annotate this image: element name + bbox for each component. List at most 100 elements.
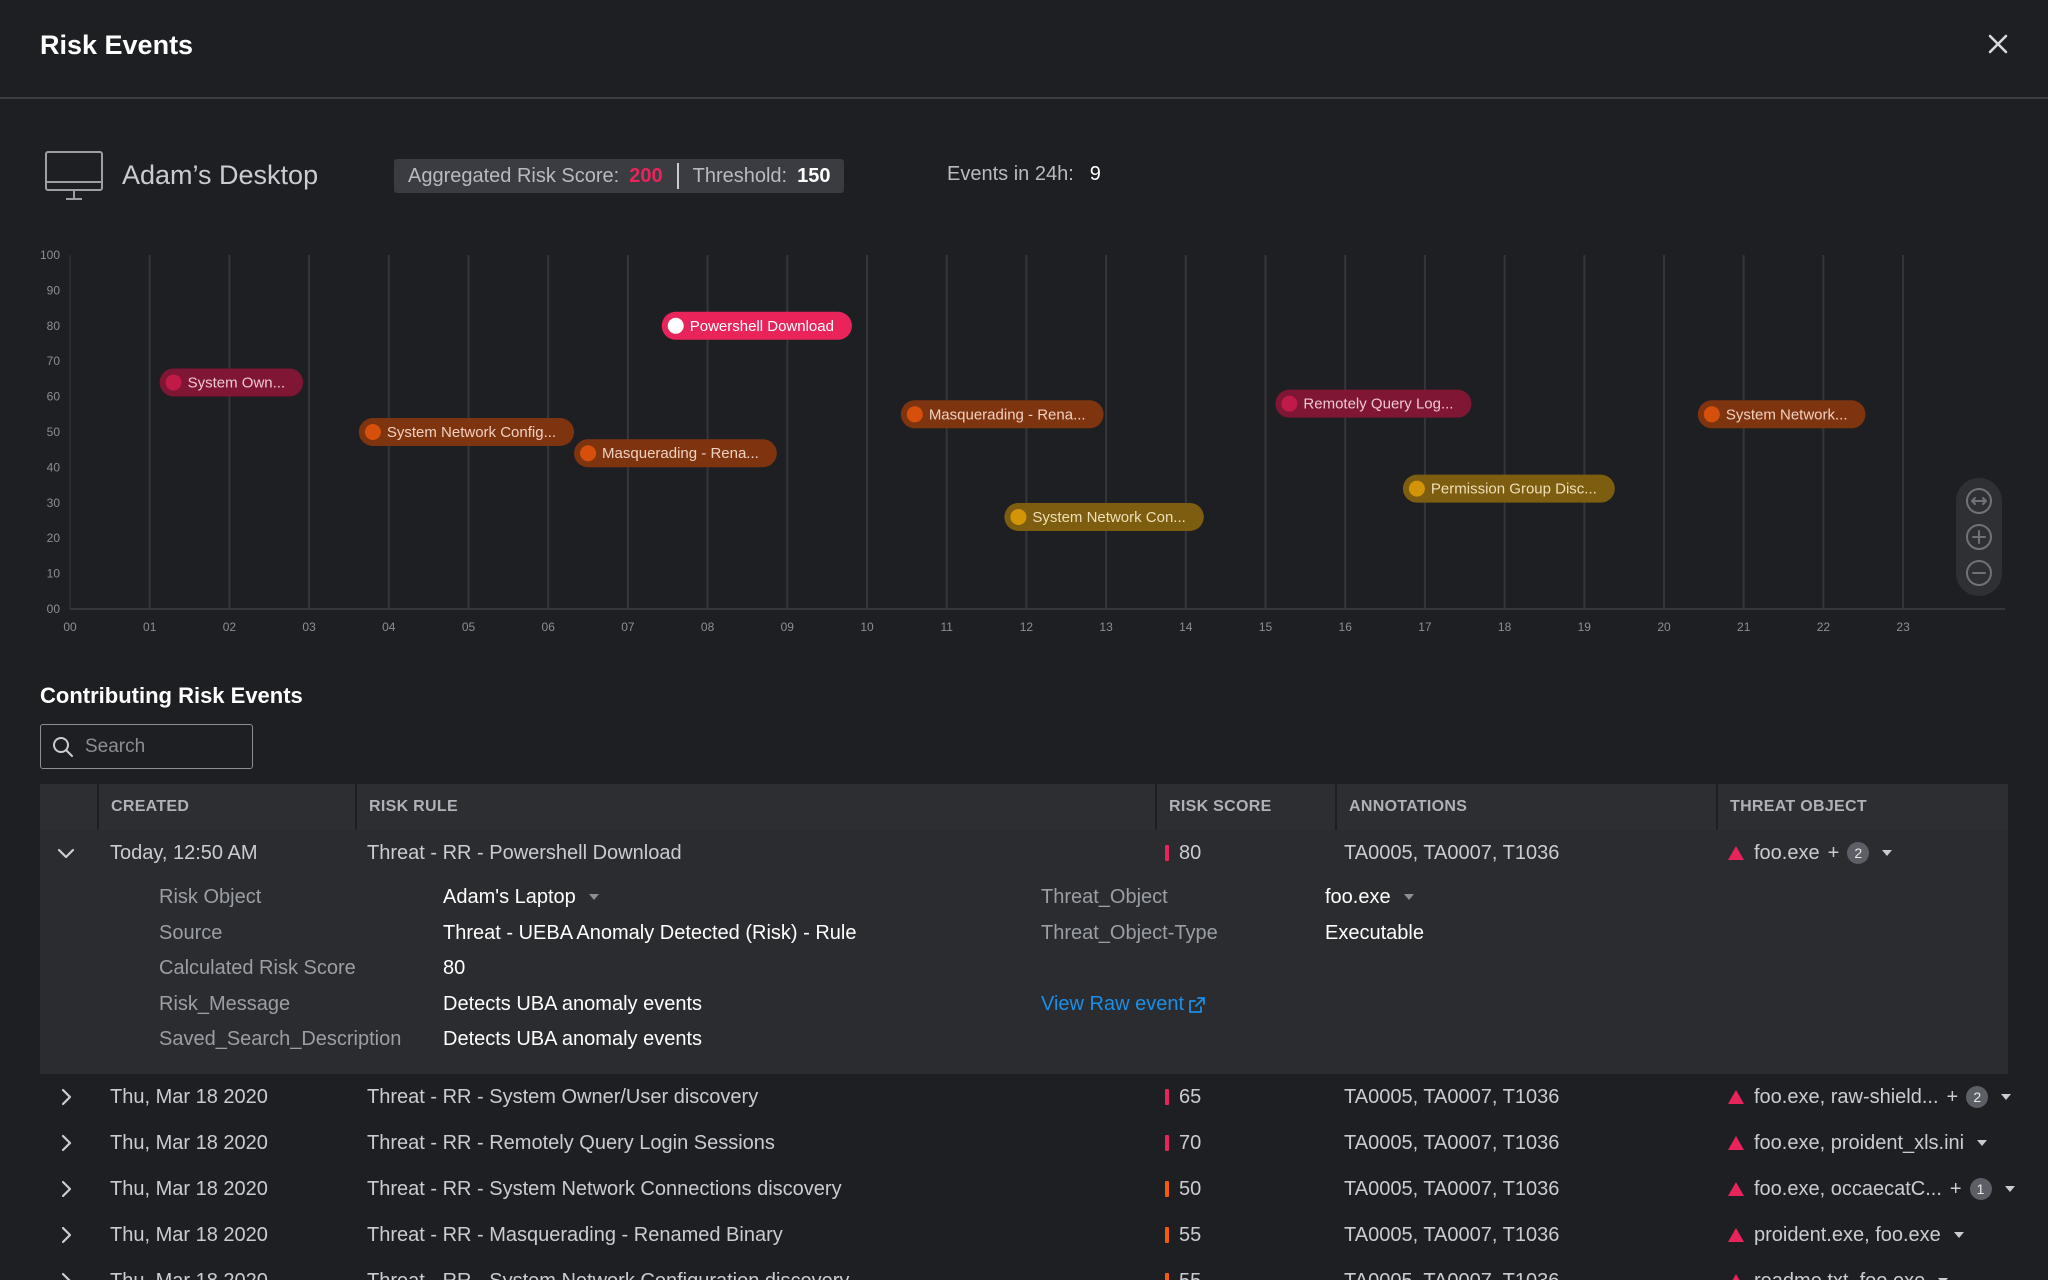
cell-annotations: TA0005, TA0007, T1036	[1344, 1258, 1559, 1280]
caret-down-icon[interactable]	[1976, 1139, 1988, 1147]
y-tick-label: 90	[47, 283, 61, 297]
risk-object-label: Risk Object	[159, 886, 262, 908]
x-tick-label: 22	[1817, 620, 1831, 634]
cell-created: Thu, Mar 18 2020	[110, 1258, 268, 1280]
risk-score-value: 80	[1179, 841, 1202, 864]
risk-event-point[interactable]: System Own...	[159, 368, 304, 397]
asset-name: Adam’s Desktop	[122, 160, 319, 190]
zoom-out-icon[interactable]	[1965, 559, 1993, 587]
cell-created: Thu, Mar 18 2020	[110, 1177, 268, 1200]
threat-object-count-badge[interactable]: 1	[1969, 1178, 1992, 1200]
caret-down-icon[interactable]	[589, 894, 600, 901]
threat-object-value: foo.exe, proident_xls.ini	[1754, 1131, 1965, 1154]
threat-object-count-badge[interactable]: 2	[1847, 842, 1870, 864]
table-row[interactable]: Thu, Mar 18 2020 Threat - RR - System Ne…	[40, 1258, 2008, 1280]
caret-down-icon[interactable]	[2000, 1093, 2012, 1101]
risk-event-point[interactable]: Permission Group Disc...	[1402, 474, 1615, 503]
risk-event-point[interactable]: Masquerading - Rena...	[574, 439, 777, 468]
risk-events-table: CREATED RISK RULE RISK SCORE ANNOTATIONS…	[40, 784, 2015, 1280]
external-link-icon	[1189, 996, 1205, 1013]
point-marker	[1010, 508, 1027, 525]
risk-score-value: 70	[1179, 1131, 1202, 1154]
point-pill	[159, 368, 304, 397]
modal-title: Risk Events	[40, 30, 194, 60]
threat-object-count-badge[interactable]: 2	[1966, 1086, 1989, 1108]
caret-down-icon[interactable]	[2004, 1185, 2016, 1193]
warning-triangle-icon	[1728, 846, 1744, 860]
x-tick-label: 09	[781, 620, 795, 634]
header-risk-score[interactable]: RISK SCORE	[1155, 784, 1335, 830]
header-created[interactable]: CREATED	[97, 784, 355, 830]
cell-threat-object: foo.exe, raw-shield... + 2	[1728, 1074, 2012, 1120]
table-row[interactable]: Thu, Mar 18 2020 Threat - RR - System Ow…	[40, 1074, 2012, 1120]
table-row[interactable]: Today, 12:50 AM Threat - RR - Powershell…	[40, 830, 2008, 876]
risk-event-point[interactable]: System Network...	[1697, 400, 1866, 429]
fit-width-icon[interactable]	[1965, 487, 1993, 515]
risk-event-point[interactable]: Remotely Query Log...	[1275, 389, 1472, 418]
cell-threat-object: foo.exe, proident_xls.ini	[1728, 1120, 1988, 1166]
x-tick-label: 04	[382, 620, 396, 634]
view-raw-event-label: View Raw event	[1041, 993, 1185, 1015]
x-tick-label: 08	[701, 620, 715, 634]
threat-object-detail-value[interactable]: foo.exe	[1325, 886, 1415, 909]
chevron-right-icon[interactable]	[54, 1177, 78, 1201]
cell-created: Thu, Mar 18 2020	[110, 1085, 268, 1108]
table-body: Today, 12:50 AM Threat - RR - Powershell…	[40, 830, 2015, 1280]
cell-annotations: TA0005, TA0007, T1036	[1344, 1085, 1560, 1108]
cell-risk-score: 50	[1165, 1166, 1201, 1212]
warning-triangle-icon	[1728, 1228, 1744, 1242]
point-pill	[574, 439, 777, 468]
y-tick-label: 80	[47, 319, 61, 333]
chevron-right-icon[interactable]	[54, 1223, 78, 1247]
aggregated-score-label: Aggregated Risk Score:	[408, 164, 620, 187]
chevron-down-icon[interactable]	[54, 841, 78, 865]
point-pill	[358, 418, 575, 446]
source-label: Source	[159, 922, 223, 944]
chart-zoom-controls	[1956, 478, 2002, 596]
warning-triangle-icon	[1728, 1090, 1744, 1104]
chevron-right-icon[interactable]	[54, 1085, 78, 1109]
y-tick-label: 70	[47, 354, 61, 368]
table-row[interactable]: Thu, Mar 18 2020 Threat - RR - System Ne…	[40, 1166, 2015, 1212]
threat-object-plus: +	[1946, 1085, 1959, 1108]
calculated-risk-score-label: Calculated Risk Score	[159, 957, 356, 979]
table-row[interactable]: Thu, Mar 18 2020 Threat - RR - Masquerad…	[40, 1212, 2008, 1258]
risk-event-point[interactable]: Powershell Download	[661, 311, 852, 340]
point-label: System Network...	[1726, 406, 1848, 423]
point-label: System Network Config...	[387, 424, 556, 441]
risk-score-bar	[1165, 1181, 1169, 1197]
search-input[interactable]	[85, 735, 235, 758]
risk-event-point[interactable]: System Network Config...	[358, 418, 575, 446]
x-tick-label: 13	[1099, 620, 1113, 634]
close-icon[interactable]	[1984, 30, 2012, 58]
caret-down-icon[interactable]	[1881, 849, 1893, 857]
chevron-right-icon[interactable]	[54, 1269, 78, 1280]
risk-score-bar	[1165, 1089, 1169, 1105]
cell-risk-score: 65	[1165, 1074, 1201, 1120]
point-label: Powershell Download	[690, 318, 834, 335]
cell-created: Thu, Mar 18 2020	[110, 1223, 268, 1246]
point-pill	[1004, 502, 1204, 531]
risk-message-value: Detects UBA anomaly events	[443, 993, 703, 1015]
section-title: Contributing Risk Events	[40, 683, 303, 708]
header-annotations[interactable]: ANNOTATIONS	[1335, 784, 1716, 830]
caret-down-icon[interactable]	[1953, 1231, 1965, 1239]
header-risk-rule[interactable]: RISK RULE	[355, 784, 1155, 830]
zoom-in-icon[interactable]	[1965, 523, 1993, 551]
view-raw-event-link[interactable]: View Raw event	[1041, 993, 1206, 1016]
search-box[interactable]	[40, 724, 253, 769]
calculated-risk-score-value: 80	[443, 957, 466, 979]
risk-event-point[interactable]: System Network Con...	[1004, 502, 1204, 531]
chevron-right-icon[interactable]	[54, 1131, 78, 1155]
y-tick-label: 10	[47, 567, 61, 581]
y-tick-label: 100	[40, 248, 60, 262]
table-row[interactable]: Thu, Mar 18 2020 Threat - RR - Remotely …	[40, 1120, 2008, 1166]
risk-event-point[interactable]: Masquerading - Rena...	[900, 400, 1104, 429]
header-threat-object[interactable]: THREAT OBJECT	[1716, 784, 2008, 830]
cell-threat-object: foo.exe, occaecatC... + 1	[1728, 1166, 2016, 1212]
caret-down-icon[interactable]	[1404, 894, 1415, 901]
cell-risk-score: 80	[1165, 830, 1201, 876]
point-marker	[1281, 395, 1298, 412]
risk-object-value[interactable]: Adam's Laptop	[443, 886, 600, 909]
score-divider	[676, 163, 679, 189]
